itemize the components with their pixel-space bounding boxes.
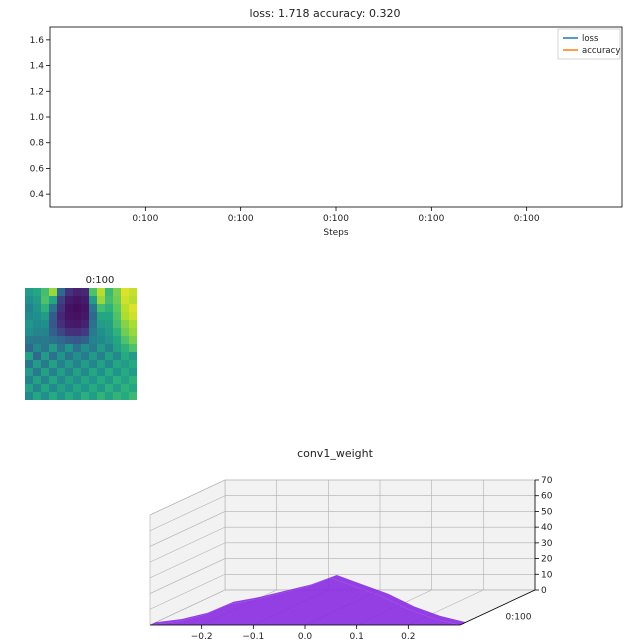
ytick-label: 0.4	[30, 190, 45, 200]
legend-label: loss	[582, 34, 599, 44]
hist3d-panel: conv1_weight −0.2 −0.1 0.0 0.1 0.2 0 10 20 30 40 50…	[80, 445, 560, 640]
ztick3d-label: 30	[541, 539, 553, 549]
ztick3d-label: 0	[541, 586, 547, 596]
xtick-label: 0:100	[514, 214, 540, 224]
ztick3d-label: 20	[541, 555, 553, 565]
hist3d-title: conv1_weight	[297, 447, 374, 460]
legend: loss accuracy	[558, 29, 620, 59]
xtick3d-label: 0.0	[298, 632, 313, 640]
ztick3d-label: 10	[541, 570, 553, 580]
ytick-label: 0.8	[30, 139, 45, 149]
heatmap-canvas	[25, 288, 137, 400]
ytick-label: 1.6	[30, 36, 45, 46]
ztick3d-label: 50	[541, 507, 553, 517]
heatmap-panel: 0:100	[25, 275, 175, 415]
hist3d-svg: conv1_weight −0.2 −0.1 0.0 0.1 0.2 0 10 20 30 40 50…	[80, 445, 560, 640]
top-chart-svg: loss: 1.718 accuracy: 0.320 0.4 0.6 0.8 1.0 1…	[20, 5, 630, 240]
xtick3d-label: −0.1	[242, 632, 264, 640]
ztick3d-label: 60	[541, 492, 553, 502]
xtick-label: 0:100	[323, 214, 349, 224]
xtick3d-label: −0.2	[191, 632, 213, 640]
ytick-label: 0.6	[30, 164, 45, 174]
depth-label: 0:100	[506, 613, 532, 623]
xtick3d-label: 0.2	[401, 632, 415, 640]
heatmap-title: 0:100	[86, 275, 115, 286]
legend-label: accuracy	[582, 46, 620, 56]
plot-area	[50, 27, 622, 207]
ytick-label: 1.2	[30, 87, 44, 97]
ztick3d-label: 70	[541, 476, 553, 486]
xlabel: Steps	[323, 228, 348, 238]
xtick-label: 0:100	[132, 214, 158, 224]
top-chart-title: loss: 1.718 accuracy: 0.320	[250, 7, 401, 20]
ytick-label: 1.0	[30, 113, 45, 123]
top-chart: loss: 1.718 accuracy: 0.320 0.4 0.6 0.8 1.0 1…	[20, 5, 630, 240]
ztick3d-label: 40	[541, 523, 553, 533]
xtick3d-label: 0.1	[350, 632, 364, 640]
xtick-label: 0:100	[418, 214, 444, 224]
xtick-label: 0:100	[228, 214, 254, 224]
ytick-label: 1.4	[30, 62, 45, 72]
